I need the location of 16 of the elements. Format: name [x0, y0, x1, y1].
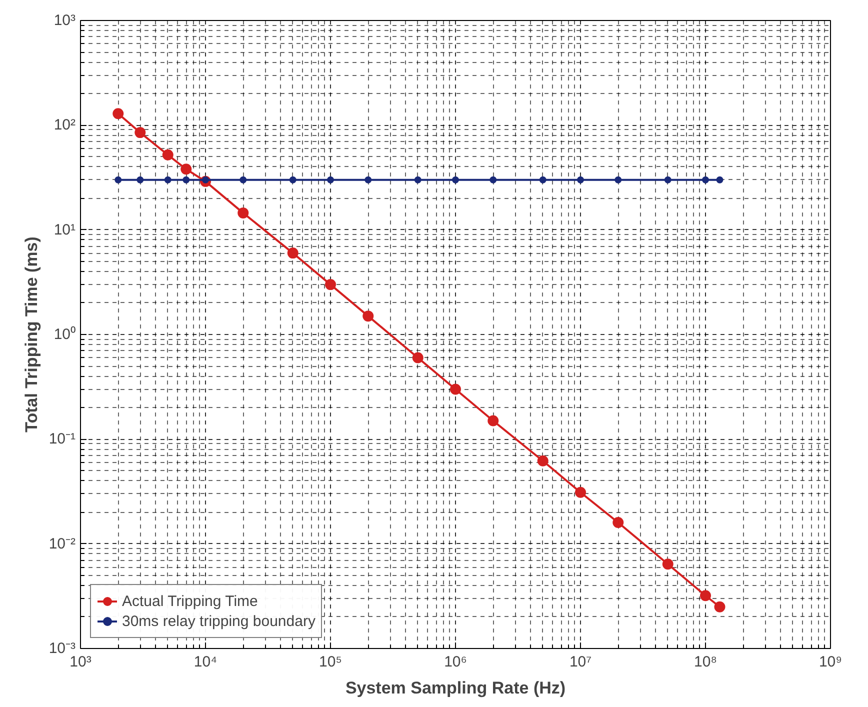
- y-tick-label: 10⁻²: [48, 535, 76, 552]
- legend-label: 30ms relay tripping boundary: [122, 612, 316, 630]
- y-axis-title: Total Tripping Time (ms): [22, 236, 41, 432]
- x-tick-label: 10⁶: [444, 654, 467, 670]
- x-tick-label: 10⁸: [694, 654, 718, 670]
- y-tick-label: 10¹: [54, 221, 76, 238]
- x-tick-label: 10⁷: [569, 654, 592, 670]
- y-tick-label: 10⁻¹: [48, 430, 76, 448]
- legend-label: Actual Tripping Time: [122, 592, 258, 610]
- x-tick-label: 10⁴: [194, 654, 218, 670]
- x-tick-label: 10⁵: [319, 654, 342, 670]
- y-tick-label: 10³: [54, 12, 76, 29]
- y-tick-label: 10²: [54, 116, 76, 134]
- y-tick-label: 10⁰: [54, 326, 76, 343]
- x-tick-label: 10⁹: [818, 654, 842, 670]
- x-axis-title: System Sampling Rate (Hz): [345, 678, 566, 698]
